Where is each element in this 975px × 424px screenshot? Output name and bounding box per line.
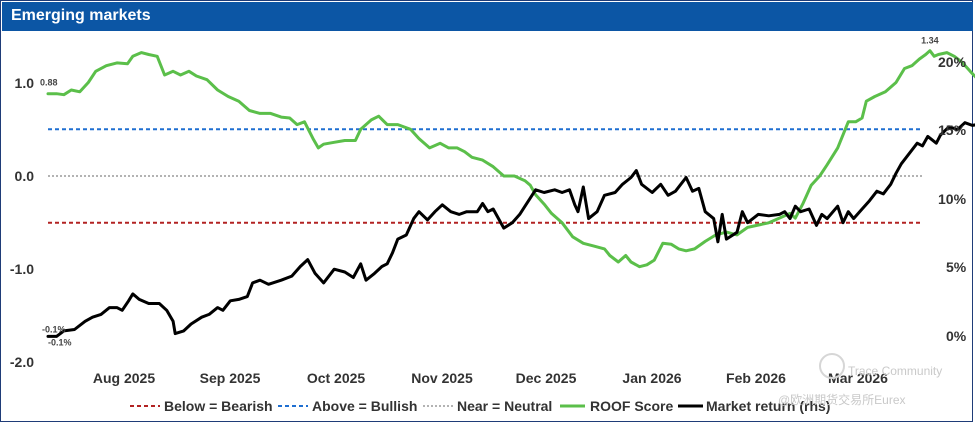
legend-label-roof: ROOF Score [590, 398, 673, 414]
title-bar: Emerging markets [2, 2, 973, 31]
watermark-logo [819, 353, 845, 379]
x-axis-ticks: Aug 2025 Sep 2025 Oct 2025 Nov 2025 Dec … [93, 370, 888, 386]
x-tick: Aug 2025 [93, 370, 155, 386]
y-right-tick: 0% [946, 328, 967, 344]
legend-label-bearish: Below = Bearish [164, 398, 273, 414]
watermark-line2: @欧洲期货交易所Eurex [778, 392, 906, 407]
x-tick: Feb 2026 [726, 370, 786, 386]
legend-label-bullish: Above = Bullish [312, 398, 417, 414]
x-tick: Sep 2025 [200, 370, 261, 386]
y-right-tick: 20% [938, 54, 967, 70]
legend-label-neutral: Near = Neutral [457, 398, 552, 414]
watermark: Trace Community @欧洲期货交易所Eurex [778, 353, 942, 407]
data-label: 1.34 [921, 36, 939, 46]
x-tick: Mar 2026 [828, 370, 888, 386]
data-label: 0.88 [40, 78, 58, 88]
market-return-line [46, 121, 975, 338]
y-left-tick: -1.0 [10, 261, 34, 277]
legend-label-market: Market return (rhs) [706, 398, 830, 414]
data-label: -0.1% [42, 324, 66, 334]
data-labels: 0.881.34-1.84-1.06-0.1%-0.1%20.7%10.2% [40, 36, 939, 348]
series-group [46, 49, 975, 338]
y-left-tick: -2.0 [10, 354, 34, 370]
roof-score-line [46, 49, 975, 269]
y-right-tick: 5% [946, 259, 967, 275]
left-axis-ticks: 1.0 0.0 -1.0 -2.0 [10, 75, 34, 370]
right-axis-ticks: 20% 15% 10% 5% 0% [938, 54, 967, 344]
x-tick: Oct 2025 [307, 370, 366, 386]
watermark-line1: Trace Community [848, 364, 942, 378]
y-left-tick: 1.0 [15, 75, 35, 91]
y-left-tick: 0.0 [15, 168, 35, 184]
y-right-tick: 15% [938, 122, 967, 138]
legend: Below = Bearish Above = Bullish Near = N… [130, 398, 830, 414]
chart-title: Emerging markets [11, 7, 151, 24]
reference-lines [48, 128, 922, 224]
x-tick: Nov 2025 [411, 370, 473, 386]
data-label: -0.1% [48, 337, 72, 347]
x-tick: Dec 2025 [516, 370, 577, 386]
y-right-tick: 10% [938, 191, 967, 207]
x-tick: Jan 2026 [622, 370, 681, 386]
